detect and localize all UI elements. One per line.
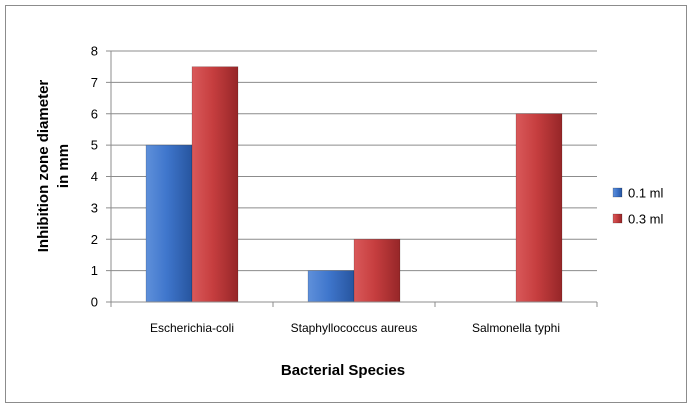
bar-0.3-ml-1 bbox=[353, 238, 401, 303]
bar-0.1-ml-1 bbox=[307, 270, 355, 303]
x-category-labels: Escherichia-coli Staphyllococcus aureus Sa… bbox=[150, 321, 560, 335]
bar-0.3-ml-2 bbox=[515, 113, 563, 303]
x-axis-title: Bacterial Species bbox=[281, 362, 405, 379]
bars bbox=[145, 66, 563, 303]
x-category-label: Salmonella typhi bbox=[472, 321, 560, 335]
x-category-label: Escherichia-coli bbox=[150, 321, 234, 335]
y-tick-label: 1 bbox=[91, 263, 98, 278]
y-tick-label: 2 bbox=[91, 232, 98, 247]
y-tick-labels: 0 1 2 3 4 5 6 7 8 bbox=[91, 44, 98, 310]
legend-swatch-0 bbox=[612, 187, 623, 198]
y-axis-title-line-2: in mm bbox=[55, 144, 72, 188]
y-tick-label: 0 bbox=[91, 295, 98, 310]
y-tick-label: 8 bbox=[91, 44, 98, 59]
y-tick-label: 5 bbox=[91, 138, 98, 153]
y-tick-label: 4 bbox=[91, 169, 98, 184]
chart-frame bbox=[5, 5, 687, 403]
legend-label-1: 0.3 ml bbox=[628, 212, 664, 227]
legend: 0.1 ml 0.3 ml bbox=[612, 186, 664, 227]
legend-swatch-1 bbox=[612, 213, 623, 224]
y-tick-label: 3 bbox=[91, 200, 98, 215]
legend-label-0: 0.1 ml bbox=[628, 186, 664, 201]
x-category-label: Staphyllococcus aureus bbox=[291, 321, 418, 335]
bar-0.1-ml-0 bbox=[145, 144, 193, 303]
y-axis-title-line-1: Inhibition zone diameter bbox=[35, 80, 52, 253]
y-tick-label: 7 bbox=[91, 75, 98, 90]
y-tick-label: 6 bbox=[91, 106, 98, 121]
axes bbox=[110, 51, 598, 307]
bar-0.3-ml-0 bbox=[191, 66, 239, 303]
